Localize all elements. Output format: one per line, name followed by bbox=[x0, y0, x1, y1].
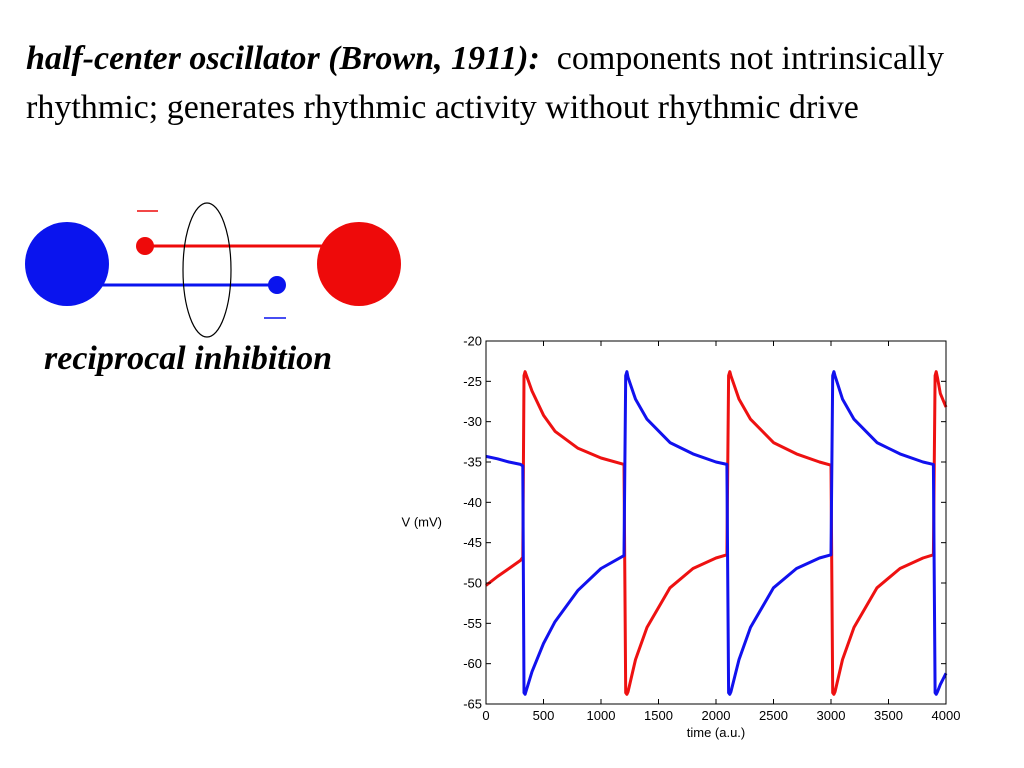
y-tick-label: -20 bbox=[463, 334, 482, 349]
y-tick-label: -30 bbox=[463, 414, 482, 429]
y-tick-label: -35 bbox=[463, 455, 482, 470]
y-tick-label: -40 bbox=[463, 495, 482, 510]
synapse-loop-ellipse bbox=[182, 202, 232, 338]
x-tick-label: 2500 bbox=[759, 708, 788, 723]
x-axis-label: time (a.u.) bbox=[687, 725, 746, 740]
series-layer bbox=[485, 370, 948, 696]
ticks-layer: 0 500 1000 1500 2000 2500 3000 3500 4000 -20 -25 -3… bbox=[463, 334, 960, 724]
y-tick-label: -65 bbox=[463, 697, 482, 712]
reciprocal-inhibition-diagram bbox=[25, 202, 401, 338]
y-axis-label: V (mV) bbox=[402, 515, 442, 530]
x-tick-label: 3000 bbox=[817, 708, 846, 723]
slide-heading: half-center oscillator (Brown, 1911): co… bbox=[26, 34, 986, 132]
y-tick-label: -50 bbox=[463, 576, 482, 591]
series-line-red bbox=[485, 370, 948, 696]
x-tick-label: 4000 bbox=[932, 708, 961, 723]
y-tick-label: -25 bbox=[463, 374, 482, 389]
heading-lead: half-center oscillator (Brown, 1911): bbox=[26, 40, 540, 77]
x-tick-label: 0 bbox=[482, 708, 489, 723]
x-tick-label: 1500 bbox=[644, 708, 673, 723]
plot-frame bbox=[485, 340, 947, 705]
left-neuron-circle bbox=[25, 222, 109, 306]
x-tick-label: 3500 bbox=[874, 708, 903, 723]
x-tick-label: 2000 bbox=[702, 708, 731, 723]
diagram-caption: reciprocal inhibition bbox=[44, 340, 333, 377]
blue-synapse-dot bbox=[268, 276, 286, 294]
y-tick-label: -45 bbox=[463, 535, 482, 550]
heading-rest: components not intrinsically rhythmic; g… bbox=[26, 40, 944, 126]
x-tick-label: 1000 bbox=[587, 708, 616, 723]
y-tick-label: -55 bbox=[463, 616, 482, 631]
red-synapse-dot bbox=[136, 237, 154, 255]
y-tick-label: -60 bbox=[463, 656, 482, 671]
right-neuron-circle bbox=[317, 222, 401, 306]
x-tick-label: 500 bbox=[533, 708, 555, 723]
series-line-blue bbox=[485, 370, 948, 696]
voltage-trace-chart: 0 500 1000 1500 2000 2500 3000 3500 4000 -20 -25 -3… bbox=[402, 334, 961, 741]
